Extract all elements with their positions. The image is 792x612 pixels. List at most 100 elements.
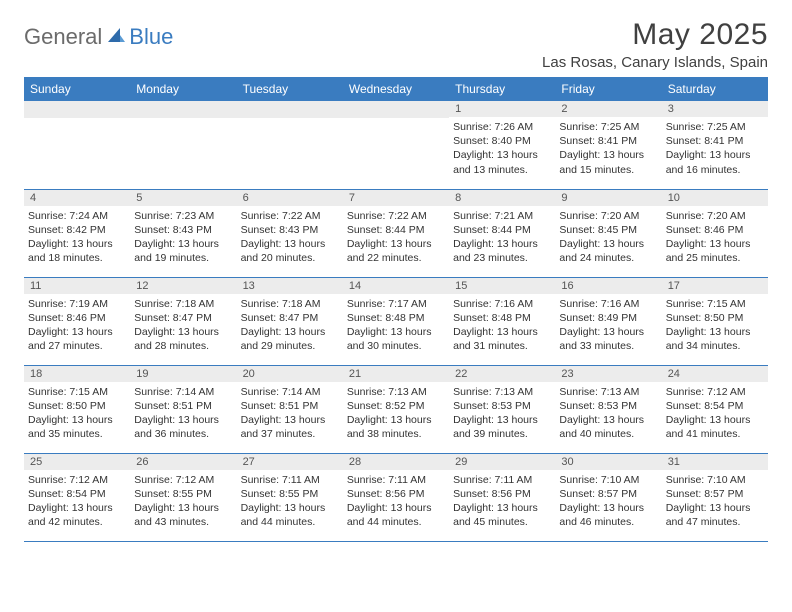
day-info: Sunrise: 7:13 AMSunset: 8:53 PMDaylight:… xyxy=(449,382,555,446)
sunrise-line: Sunrise: 7:23 AM xyxy=(134,210,214,222)
daylight-line: Daylight: 13 hours and 44 minutes. xyxy=(241,502,326,528)
daylight-line: Daylight: 13 hours and 16 minutes. xyxy=(666,149,751,175)
day-number: 12 xyxy=(130,278,236,294)
logo-sail-icon xyxy=(106,26,126,49)
day-cell: 16Sunrise: 7:16 AMSunset: 8:49 PMDayligh… xyxy=(555,277,661,365)
calendar-body: 1Sunrise: 7:26 AMSunset: 8:40 PMDaylight… xyxy=(24,101,768,541)
weekday-header: Friday xyxy=(555,77,661,101)
sunrise-line: Sunrise: 7:21 AM xyxy=(453,210,533,222)
day-number: 7 xyxy=(343,190,449,206)
day-info: Sunrise: 7:25 AMSunset: 8:41 PMDaylight:… xyxy=(555,117,661,181)
day-cell: 7Sunrise: 7:22 AMSunset: 8:44 PMDaylight… xyxy=(343,189,449,277)
day-number: 15 xyxy=(449,278,555,294)
sunset-line: Sunset: 8:44 PM xyxy=(453,224,531,236)
sunrise-line: Sunrise: 7:18 AM xyxy=(241,298,321,310)
day-number: 19 xyxy=(130,366,236,382)
sunset-line: Sunset: 8:45 PM xyxy=(559,224,637,236)
day-number: 4 xyxy=(24,190,130,206)
day-cell: 28Sunrise: 7:11 AMSunset: 8:56 PMDayligh… xyxy=(343,453,449,541)
day-cell: 22Sunrise: 7:13 AMSunset: 8:53 PMDayligh… xyxy=(449,365,555,453)
day-info: Sunrise: 7:24 AMSunset: 8:42 PMDaylight:… xyxy=(24,206,130,270)
sunset-line: Sunset: 8:43 PM xyxy=(241,224,319,236)
day-cell: 3Sunrise: 7:25 AMSunset: 8:41 PMDaylight… xyxy=(662,101,768,189)
sunrise-line: Sunrise: 7:13 AM xyxy=(559,386,639,398)
sunset-line: Sunset: 8:46 PM xyxy=(28,312,106,324)
sunset-line: Sunset: 8:43 PM xyxy=(134,224,212,236)
day-number: 29 xyxy=(449,454,555,470)
daylight-line: Daylight: 13 hours and 24 minutes. xyxy=(559,238,644,264)
day-cell: 4Sunrise: 7:24 AMSunset: 8:42 PMDaylight… xyxy=(24,189,130,277)
day-cell: 6Sunrise: 7:22 AMSunset: 8:43 PMDaylight… xyxy=(237,189,343,277)
daylight-line: Daylight: 13 hours and 25 minutes. xyxy=(666,238,751,264)
day-number: 16 xyxy=(555,278,661,294)
calendar-row: 11Sunrise: 7:19 AMSunset: 8:46 PMDayligh… xyxy=(24,277,768,365)
day-number: 20 xyxy=(237,366,343,382)
day-info: Sunrise: 7:12 AMSunset: 8:55 PMDaylight:… xyxy=(130,470,236,534)
day-info: Sunrise: 7:13 AMSunset: 8:53 PMDaylight:… xyxy=(555,382,661,446)
sunset-line: Sunset: 8:56 PM xyxy=(347,488,425,500)
day-info: Sunrise: 7:21 AMSunset: 8:44 PMDaylight:… xyxy=(449,206,555,270)
day-number: 22 xyxy=(449,366,555,382)
day-info: Sunrise: 7:10 AMSunset: 8:57 PMDaylight:… xyxy=(662,470,768,534)
daylight-line: Daylight: 13 hours and 30 minutes. xyxy=(347,326,432,352)
day-number: 13 xyxy=(237,278,343,294)
day-cell: 12Sunrise: 7:18 AMSunset: 8:47 PMDayligh… xyxy=(130,277,236,365)
weekday-header: Sunday xyxy=(24,77,130,101)
sunset-line: Sunset: 8:57 PM xyxy=(559,488,637,500)
day-info: Sunrise: 7:18 AMSunset: 8:47 PMDaylight:… xyxy=(130,294,236,358)
day-cell: 15Sunrise: 7:16 AMSunset: 8:48 PMDayligh… xyxy=(449,277,555,365)
sunset-line: Sunset: 8:41 PM xyxy=(559,135,637,147)
day-number: 18 xyxy=(24,366,130,382)
day-info: Sunrise: 7:15 AMSunset: 8:50 PMDaylight:… xyxy=(24,382,130,446)
daylight-line: Daylight: 13 hours and 44 minutes. xyxy=(347,502,432,528)
calendar-row: 25 Sunrise: 7:12 AM Sunset: 8:54 PM Dayligh… xyxy=(24,453,768,541)
day-cell: 14Sunrise: 7:17 AMSunset: 8:48 PMDayligh… xyxy=(343,277,449,365)
day-number: 1 xyxy=(449,101,555,117)
day-number: 25 xyxy=(24,454,130,470)
day-info: Sunrise: 7:11 AMSunset: 8:56 PMDaylight:… xyxy=(449,470,555,534)
sunset-line: Sunset: 8:56 PM xyxy=(453,488,531,500)
day-cell: 31Sunrise: 7:10 AMSunset: 8:57 PMDayligh… xyxy=(662,453,768,541)
day-number: 9 xyxy=(555,190,661,206)
sunrise-line: Sunrise: 7:11 AM xyxy=(241,474,320,486)
sunset-line: Sunset: 8:53 PM xyxy=(453,400,531,412)
day-cell: 18Sunrise: 7:15 AMSunset: 8:50 PMDayligh… xyxy=(24,365,130,453)
calendar-row: 18Sunrise: 7:15 AMSunset: 8:50 PMDayligh… xyxy=(24,365,768,453)
sunrise-line: Sunrise: 7:17 AM xyxy=(347,298,427,310)
location: Las Rosas, Canary Islands, Spain xyxy=(542,54,768,71)
sunset-line: Sunset: 8:55 PM xyxy=(134,488,212,500)
day-info: Sunrise: 7:13 AMSunset: 8:52 PMDaylight:… xyxy=(343,382,449,446)
day-number: 2 xyxy=(555,101,661,117)
sunrise-line: Sunrise: 7:14 AM xyxy=(134,386,214,398)
day-number: 21 xyxy=(343,366,449,382)
day-info: Sunrise: 7:22 AMSunset: 8:44 PMDaylight:… xyxy=(343,206,449,270)
day-cell: 24Sunrise: 7:12 AMSunset: 8:54 PMDayligh… xyxy=(662,365,768,453)
sunset-line: Sunset: 8:54 PM xyxy=(666,400,744,412)
day-number: 10 xyxy=(662,190,768,206)
sunrise-line: Sunrise: 7:12 AM xyxy=(28,474,108,486)
sunset-line: Sunset: 8:48 PM xyxy=(453,312,531,324)
sunset-line: Sunset: 8:54 PM xyxy=(28,488,106,500)
day-info: Sunrise: 7:12 AMSunset: 8:54 PMDaylight:… xyxy=(24,470,130,534)
daylight-line: Daylight: 13 hours and 38 minutes. xyxy=(347,414,432,440)
day-cell: 8Sunrise: 7:21 AMSunset: 8:44 PMDaylight… xyxy=(449,189,555,277)
day-info: Sunrise: 7:19 AMSunset: 8:46 PMDaylight:… xyxy=(24,294,130,358)
day-info: Sunrise: 7:20 AMSunset: 8:46 PMDaylight:… xyxy=(662,206,768,270)
daylight-line: Daylight: 13 hours and 41 minutes. xyxy=(666,414,751,440)
weekday-header: Wednesday xyxy=(343,77,449,101)
day-info: Sunrise: 7:25 AMSunset: 8:41 PMDaylight:… xyxy=(662,117,768,181)
day-number: 31 xyxy=(662,454,768,470)
daylight-line: Daylight: 13 hours and 36 minutes. xyxy=(134,414,219,440)
day-number: 11 xyxy=(24,278,130,294)
day-cell: 21Sunrise: 7:13 AMSunset: 8:52 PMDayligh… xyxy=(343,365,449,453)
calendar-row: 1Sunrise: 7:26 AMSunset: 8:40 PMDaylight… xyxy=(24,101,768,189)
daylight-line: Daylight: 13 hours and 29 minutes. xyxy=(241,326,326,352)
daylight-line: Daylight: 13 hours and 22 minutes. xyxy=(347,238,432,264)
day-cell xyxy=(130,101,236,189)
sunrise-line: Sunrise: 7:20 AM xyxy=(559,210,639,222)
sunrise-line: Sunrise: 7:22 AM xyxy=(347,210,427,222)
day-number: 27 xyxy=(237,454,343,470)
weekday-header: Monday xyxy=(130,77,236,101)
sunset-line: Sunset: 8:52 PM xyxy=(347,400,425,412)
daylight-line: Daylight: 13 hours and 15 minutes. xyxy=(559,149,644,175)
